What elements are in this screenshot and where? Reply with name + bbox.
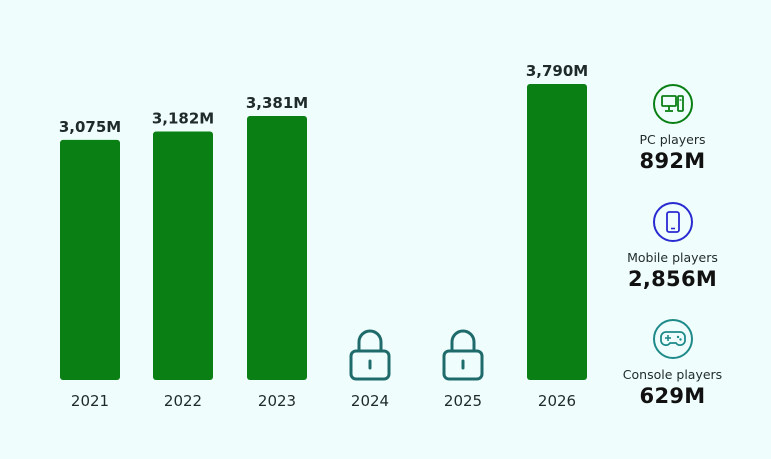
bar-2022 xyxy=(153,131,213,380)
x-tick-label: 2021 xyxy=(71,392,109,410)
x-tick-label: 2023 xyxy=(258,392,296,410)
console-players-value: 629M xyxy=(639,384,706,408)
x-tick-label: 2026 xyxy=(538,392,576,410)
bar-value-label: 3,790M xyxy=(526,62,588,80)
mobile-players-value: 2,856M xyxy=(627,267,718,291)
computer-icon xyxy=(652,84,693,124)
console-players-label: Console players xyxy=(622,367,723,382)
bar-value-label: 3,182M xyxy=(152,109,214,127)
bar-value-label: 3,381M xyxy=(246,94,308,112)
bar-2026 xyxy=(527,84,587,380)
x-tick-label: 2025 xyxy=(444,392,482,410)
x-tick-label: 2022 xyxy=(164,392,202,410)
stat-mobile: Mobile players 2,856M xyxy=(600,202,745,291)
lock-icon xyxy=(442,329,484,381)
lock-icon xyxy=(349,329,391,381)
stat-console: Console players 629M xyxy=(600,319,745,408)
stat-pc: PC players 892M xyxy=(600,84,745,173)
gamepad-icon xyxy=(652,319,693,359)
phone-icon xyxy=(652,202,693,242)
bar-value-label: 3,075M xyxy=(59,118,121,136)
pc-players-label: PC players xyxy=(639,132,706,147)
pc-players-value: 892M xyxy=(639,149,706,173)
bar-2023 xyxy=(247,115,307,381)
bar-chart: 3,075M 2021 3,182M 2022 3,381M 2023 2024 2025 3,… xyxy=(59,62,588,410)
bar-2021 xyxy=(60,139,120,380)
x-tick-label: 2024 xyxy=(351,392,389,410)
mobile-players-label: Mobile players xyxy=(627,250,718,265)
